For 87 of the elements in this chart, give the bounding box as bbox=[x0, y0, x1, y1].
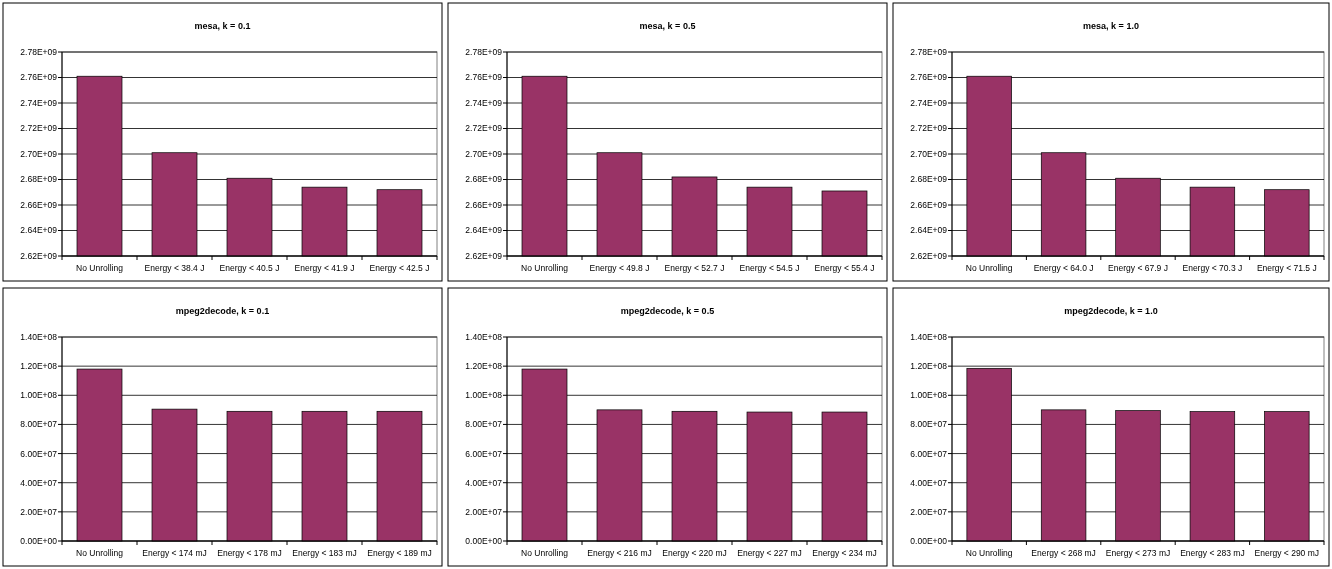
x-tick-label: Energy < 290 mJ bbox=[1254, 548, 1320, 558]
x-tick-label: No Unrolling bbox=[76, 548, 124, 558]
x-tick-label: Energy < 273 mJ bbox=[1105, 548, 1171, 558]
y-tick-label: 2.00E+07 bbox=[20, 506, 58, 517]
x-tick-label: Energy < 52.7 J bbox=[664, 263, 725, 273]
y-tick-label: 2.78E+09 bbox=[20, 46, 58, 57]
x-tick-label: Energy < 49.8 J bbox=[589, 263, 650, 273]
y-tick-label: 1.40E+08 bbox=[910, 331, 948, 342]
y-tick-label: 2.68E+09 bbox=[465, 174, 503, 185]
y-tick-label: 6.00E+07 bbox=[465, 448, 503, 459]
y-tick-label: 2.72E+09 bbox=[910, 123, 948, 134]
y-tick-label: 2.70E+09 bbox=[20, 148, 58, 159]
chart-title: mesa, k = 1.0 bbox=[1083, 21, 1139, 31]
y-tick-label: 2.66E+09 bbox=[910, 199, 948, 210]
y-tick-label: 2.76E+09 bbox=[465, 72, 503, 83]
y-tick-label: 4.00E+07 bbox=[20, 477, 58, 488]
x-tick-label: Energy < 178 mJ bbox=[217, 548, 282, 558]
y-tick-label: 0.00E+00 bbox=[20, 535, 58, 546]
y-tick-label: 2.66E+09 bbox=[20, 199, 58, 210]
y-tick-label: 2.70E+09 bbox=[465, 148, 503, 159]
y-tick-label: 2.74E+09 bbox=[20, 97, 58, 108]
x-tick-label: Energy < 67.9 J bbox=[1108, 263, 1168, 273]
x-tick-label: Energy < 174 mJ bbox=[142, 548, 207, 558]
y-tick-label: 2.00E+07 bbox=[910, 506, 948, 517]
y-tick-label: 8.00E+07 bbox=[20, 419, 58, 430]
x-tick-label: No Unrolling bbox=[76, 263, 124, 273]
x-tick-label: Energy < 55.4 J bbox=[814, 263, 875, 273]
x-tick-label: No Unrolling bbox=[521, 263, 569, 273]
x-tick-label: Energy < 40.5 J bbox=[219, 263, 280, 273]
chart-title: mpeg2decode, k = 0.5 bbox=[620, 306, 715, 316]
y-tick-label: 2.78E+09 bbox=[910, 46, 948, 57]
y-tick-label: 6.00E+07 bbox=[20, 448, 58, 459]
y-tick-label: 2.68E+09 bbox=[910, 174, 948, 185]
y-tick-label: 2.72E+09 bbox=[465, 123, 503, 134]
y-tick-label: 2.70E+09 bbox=[910, 148, 948, 159]
y-tick-label: 4.00E+07 bbox=[910, 477, 948, 488]
x-tick-label: Energy < 268 mJ bbox=[1031, 548, 1096, 558]
y-tick-label: 2.68E+09 bbox=[20, 174, 58, 185]
y-tick-label: 2.66E+09 bbox=[465, 199, 503, 210]
y-tick-label: 2.76E+09 bbox=[910, 72, 948, 83]
y-tick-label: 1.20E+08 bbox=[465, 361, 503, 372]
y-tick-label: 2.64E+09 bbox=[20, 225, 58, 236]
y-tick-label: 8.00E+07 bbox=[910, 419, 948, 430]
x-tick-label: Energy < 189 mJ bbox=[367, 548, 432, 558]
chart-title: mpeg2decode, k = 0.1 bbox=[175, 306, 270, 316]
x-tick-label: Energy < 283 mJ bbox=[1180, 548, 1245, 558]
y-tick-label: 2.64E+09 bbox=[910, 225, 948, 236]
y-tick-label: 4.00E+07 bbox=[465, 477, 503, 488]
y-tick-label: 2.74E+09 bbox=[465, 97, 503, 108]
y-tick-label: 1.20E+08 bbox=[910, 361, 948, 372]
x-tick-label: Energy < 220 mJ bbox=[662, 548, 727, 558]
x-tick-label: No Unrolling bbox=[521, 548, 569, 558]
x-tick-label: Energy < 234 mJ bbox=[812, 548, 877, 558]
y-tick-label: 8.00E+07 bbox=[465, 419, 503, 430]
y-tick-label: 2.64E+09 bbox=[465, 225, 503, 236]
chart-title: mesa, k = 0.5 bbox=[639, 21, 696, 31]
y-tick-label: 2.62E+09 bbox=[910, 250, 948, 261]
x-tick-label: Energy < 71.5 J bbox=[1256, 263, 1317, 273]
y-tick-label: 0.00E+00 bbox=[465, 535, 503, 546]
chart-title: mesa, k = 0.1 bbox=[194, 21, 251, 31]
x-tick-label: Energy < 54.5 J bbox=[739, 263, 800, 273]
y-tick-label: 0.00E+00 bbox=[910, 535, 948, 546]
x-tick-label: Energy < 41.9 J bbox=[294, 263, 355, 273]
y-tick-label: 1.00E+08 bbox=[20, 390, 58, 401]
x-tick-label: Energy < 183 mJ bbox=[292, 548, 357, 558]
x-tick-label: Energy < 42.5 J bbox=[369, 263, 430, 273]
x-tick-label: Energy < 38.4 J bbox=[144, 263, 205, 273]
y-tick-label: 1.00E+08 bbox=[465, 390, 503, 401]
x-tick-label: No Unrolling bbox=[965, 263, 1013, 273]
y-tick-label: 1.00E+08 bbox=[910, 390, 948, 401]
y-tick-label: 2.74E+09 bbox=[910, 97, 948, 108]
y-tick-label: 2.62E+09 bbox=[465, 250, 503, 261]
y-tick-label: 2.72E+09 bbox=[20, 123, 58, 134]
y-tick-label: 1.20E+08 bbox=[20, 361, 58, 372]
y-tick-label: 2.78E+09 bbox=[465, 46, 503, 57]
y-tick-label: 1.40E+08 bbox=[465, 331, 503, 342]
x-tick-label: Energy < 70.3 J bbox=[1182, 263, 1243, 273]
y-tick-label: 2.00E+07 bbox=[465, 506, 503, 517]
x-tick-label: Energy < 227 mJ bbox=[737, 548, 802, 558]
x-tick-label: Energy < 216 mJ bbox=[587, 548, 652, 558]
y-tick-label: 2.62E+09 bbox=[20, 250, 58, 261]
chart-title: mpeg2decode, k = 1.0 bbox=[1064, 306, 1158, 316]
y-tick-label: 1.40E+08 bbox=[20, 331, 58, 342]
y-tick-label: 2.76E+09 bbox=[20, 72, 58, 83]
x-tick-label: No Unrolling bbox=[965, 548, 1013, 558]
y-tick-label: 6.00E+07 bbox=[910, 448, 948, 459]
x-tick-label: Energy < 64.0 J bbox=[1033, 263, 1094, 273]
